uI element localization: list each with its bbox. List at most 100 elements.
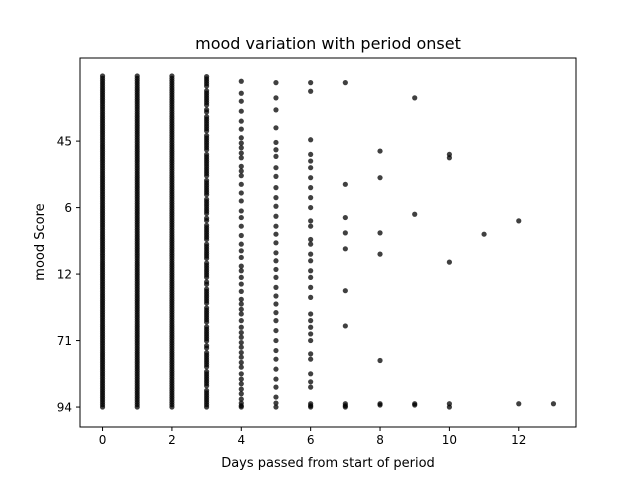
y-axis-label: mood Score (33, 203, 48, 280)
scatter-point (238, 359, 244, 366)
scatter-point (204, 305, 210, 311)
scatter-point (204, 215, 210, 221)
scatter-point (238, 140, 244, 146)
scatter-point (377, 402, 383, 408)
scatter-point (273, 301, 279, 307)
scatter-point (308, 268, 314, 274)
scatter-point (238, 198, 244, 204)
scatter-point (412, 402, 418, 408)
y-tick-label: 94 (57, 401, 72, 415)
scatter-point (308, 351, 314, 357)
scatter-point (377, 357, 383, 364)
scatter-point (308, 241, 314, 247)
scatter-point (204, 369, 210, 375)
scatter-point (238, 329, 244, 336)
scatter-point (204, 343, 210, 349)
scatter-point (204, 88, 210, 94)
scatter-point (273, 327, 279, 334)
scatter-point (134, 73, 140, 79)
scatter-point (273, 231, 279, 237)
scatter-point (273, 337, 279, 344)
points-layer (99, 73, 557, 410)
scatter-point (238, 248, 244, 254)
scatter-point (238, 349, 244, 356)
x-tick-label: 2 (168, 433, 176, 447)
scatter-point (273, 366, 279, 372)
scatter-point (238, 108, 244, 114)
scatter-point (238, 135, 244, 141)
scatter-point (204, 107, 210, 113)
scatter-point (238, 404, 244, 410)
scatter-point (238, 126, 244, 132)
x-tick-label: 8 (376, 433, 384, 447)
scatter-point (377, 175, 383, 181)
scatter-point (169, 73, 175, 79)
scatter-point (308, 223, 314, 229)
scatter-point (204, 260, 210, 266)
scatter-point (516, 401, 522, 407)
scatter-point (342, 230, 348, 236)
scatter-point (204, 222, 210, 228)
scatter-point (273, 250, 279, 256)
scatter-point (238, 181, 244, 187)
scatter-point (238, 344, 244, 350)
scatter-point (308, 404, 314, 410)
scatter-point (273, 394, 279, 400)
scatter-point (308, 158, 314, 164)
scatter-point (204, 133, 210, 139)
scatter-point (273, 266, 279, 273)
scatter-point (308, 258, 314, 264)
scatter-point (238, 232, 244, 239)
scatter-point (446, 404, 452, 410)
scatter-point (99, 73, 106, 79)
scatter-point (308, 251, 314, 257)
plot-area-frame (79, 57, 577, 428)
scatter-point (308, 204, 314, 211)
scatter-point (308, 151, 314, 158)
scatter-point (308, 195, 314, 201)
scatter-point (204, 387, 210, 394)
scatter-point (308, 137, 314, 143)
scatter-point (308, 218, 314, 224)
scatter-point (308, 318, 314, 324)
scatter-point (273, 173, 279, 179)
scatter-point (273, 404, 279, 410)
y-tick-label: 6 (64, 201, 72, 215)
scatter-point (308, 80, 314, 86)
scatter-point (273, 185, 279, 191)
y-axis-ticks: 94 71 12 6 45 (57, 135, 80, 415)
scatter-point (308, 324, 314, 330)
scatter-point (238, 324, 244, 330)
scatter-point (308, 165, 314, 171)
x-tick-label: 12 (511, 433, 526, 447)
x-tick-label: 4 (237, 433, 245, 447)
scatter-point (273, 400, 279, 406)
scatter-point (308, 331, 314, 337)
scatter-point (273, 125, 279, 131)
scatter-point (273, 139, 279, 146)
scatter-point (238, 163, 244, 169)
scatter-point (238, 296, 244, 302)
scatter-point (308, 371, 314, 377)
scatter-point (308, 175, 314, 181)
y-tick-label: 12 (57, 268, 72, 282)
scatter-point (308, 284, 314, 290)
scatter-point (238, 214, 244, 221)
scatter-point (273, 384, 279, 390)
scatter-point (342, 80, 348, 86)
scatter-point (308, 236, 314, 243)
scatter-point (273, 293, 279, 299)
scatter-point (308, 88, 314, 94)
x-tick-label: 0 (99, 433, 107, 447)
scatter-point (238, 78, 244, 84)
scatter-point (238, 254, 244, 261)
scatter-point (273, 107, 279, 113)
scatter-point (238, 371, 244, 377)
scatter-point (446, 155, 452, 161)
scatter-point (308, 337, 314, 344)
scatter-point (273, 223, 279, 229)
scatter-point (377, 148, 383, 154)
scatter-point (238, 306, 244, 312)
scatter-point (238, 311, 244, 317)
scatter-point (308, 274, 314, 281)
